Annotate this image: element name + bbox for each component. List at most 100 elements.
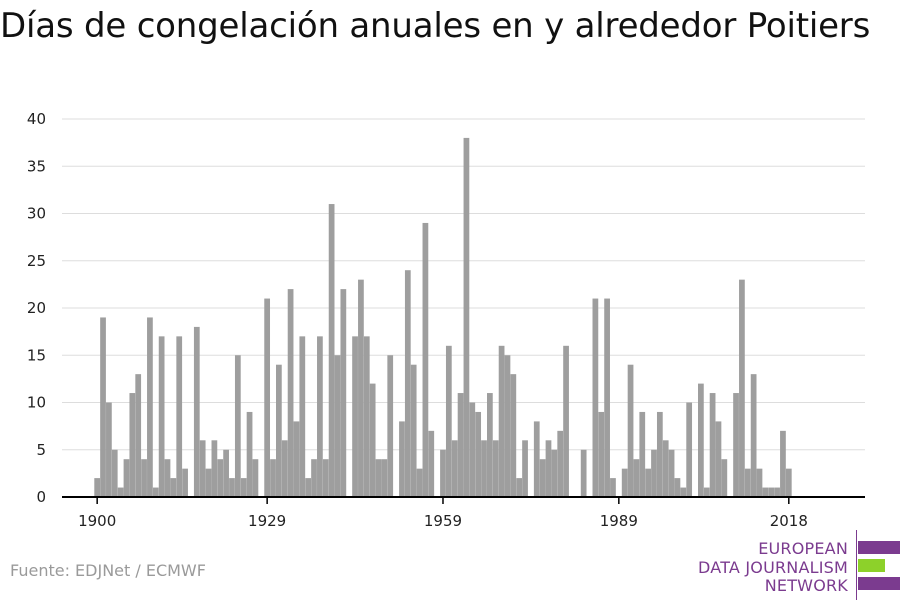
bar-1993 <box>639 411 646 497</box>
x-tick-label: 1959 <box>424 512 462 530</box>
y-tick-label: 5 <box>36 441 46 459</box>
bar-1902 <box>106 402 112 497</box>
bar-1963 <box>463 137 470 497</box>
bar-1937 <box>311 459 317 497</box>
bar-2017 <box>780 430 786 497</box>
y-tick-label: 15 <box>27 346 46 364</box>
bar-2003 <box>698 383 704 497</box>
bar-1903 <box>111 449 118 497</box>
bar-1967 <box>487 393 493 497</box>
bar-1965 <box>475 411 482 497</box>
bar-1946 <box>363 336 370 497</box>
bar-2018 <box>785 468 792 497</box>
bar-1929 <box>264 298 271 497</box>
bar-1938 <box>317 336 323 497</box>
bar-1960 <box>445 345 452 497</box>
bar-1969 <box>498 345 505 497</box>
chart-title: Días de congelación anuales en y alreded… <box>0 6 871 46</box>
bar-1939 <box>322 459 329 497</box>
bar-1901 <box>100 317 106 497</box>
bar-1959 <box>440 449 446 497</box>
y-tick-label: 25 <box>27 252 46 270</box>
bar-1906 <box>129 393 136 497</box>
bar-1908 <box>141 459 147 497</box>
bar-1924 <box>234 355 241 497</box>
y-tick-label: 20 <box>27 299 46 317</box>
bar-1930 <box>270 459 276 497</box>
logo-text-line-3: NETWORK <box>764 576 848 595</box>
logo-divider <box>856 530 857 600</box>
bar-1964 <box>469 402 476 497</box>
bar-1927 <box>252 459 259 497</box>
bar-1995 <box>651 449 657 497</box>
y-tick-label: 10 <box>27 394 46 412</box>
bar-1980 <box>563 345 569 497</box>
bar-1945 <box>358 279 364 497</box>
bar-2014 <box>762 487 769 497</box>
bar-1926 <box>246 411 253 497</box>
bar-1997 <box>662 440 669 497</box>
bar-1915 <box>182 468 188 497</box>
logo-text-line-1: EUROPEAN <box>758 539 848 558</box>
bar-1934 <box>293 421 300 497</box>
bar-1961 <box>451 440 458 497</box>
bar-2012 <box>750 374 757 497</box>
bar-1968 <box>492 440 499 497</box>
x-tick-label: 1900 <box>78 512 116 530</box>
bar-1994 <box>645 468 651 497</box>
bar-1978 <box>551 449 558 497</box>
edjnet-logo: EUROPEAN DATA JOURNALISM NETWORK <box>698 530 900 600</box>
bar-1996 <box>656 411 663 497</box>
bar-1966 <box>481 440 487 497</box>
x-tick-label: 1929 <box>248 512 286 530</box>
logo-bar-purple-bottom <box>858 577 900 590</box>
bar-1904 <box>117 487 124 497</box>
bar-1918 <box>199 440 206 497</box>
bar-1923 <box>229 478 235 497</box>
y-tick-label: 40 <box>27 110 46 128</box>
bar-1950 <box>387 355 394 497</box>
bar-1990 <box>621 468 628 497</box>
bar-1932 <box>281 440 288 497</box>
y-axis-labels: 0 5 10 15 20 25 30 35 40 <box>27 110 46 506</box>
bar-1998 <box>668 449 675 497</box>
bar-1941 <box>334 355 341 497</box>
bar-1991 <box>627 364 634 497</box>
bar-1940 <box>328 204 335 498</box>
bar-2009 <box>733 393 739 497</box>
x-axis: 1900 1929 1959 1989 2018 <box>78 497 808 530</box>
bar-1914 <box>176 336 183 497</box>
bar-1910 <box>152 487 159 497</box>
y-tick-label: 30 <box>27 205 46 223</box>
bar-2010 <box>739 279 745 497</box>
bar-1976 <box>539 459 546 497</box>
bar-1900 <box>94 478 101 497</box>
y-tick-label: 0 <box>36 488 46 506</box>
bar-1949 <box>381 459 388 497</box>
bars <box>94 137 792 498</box>
bar-1920 <box>211 440 218 497</box>
bar-1979 <box>557 430 564 497</box>
bar-1917 <box>193 326 200 497</box>
bar-1913 <box>170 478 177 497</box>
bar-2007 <box>721 459 728 497</box>
bar-1909 <box>147 317 153 497</box>
bar-1948 <box>375 459 382 497</box>
bar-1999 <box>674 478 681 497</box>
bar-1955 <box>416 468 423 497</box>
bar-1977 <box>545 440 552 497</box>
bar-2016 <box>774 487 780 497</box>
bar-1931 <box>276 364 282 497</box>
bar-1912 <box>164 459 171 497</box>
bar-1986 <box>598 411 605 497</box>
bar-1972 <box>516 478 523 497</box>
bar-2005 <box>709 393 716 497</box>
bar-1975 <box>533 421 540 497</box>
bar-1987 <box>604 298 610 497</box>
bar-1942 <box>340 289 347 497</box>
bar-1954 <box>410 364 417 497</box>
bar-2013 <box>756 468 763 497</box>
bar-1919 <box>205 468 212 497</box>
bar-1905 <box>123 459 130 497</box>
